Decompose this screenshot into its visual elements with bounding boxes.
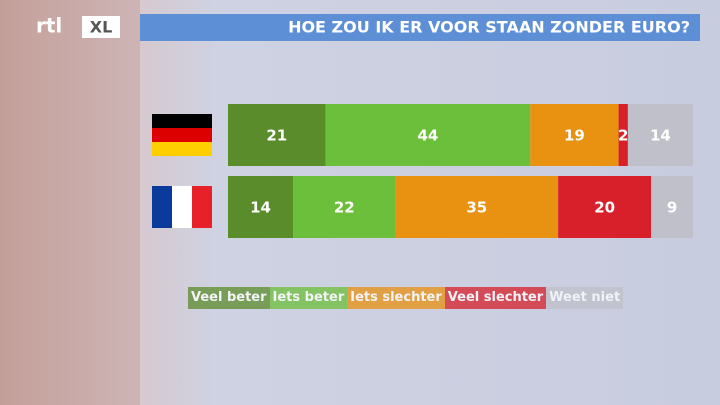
data-label: 14 bbox=[650, 127, 671, 145]
chart-title: HOE ZOU IK ER VOOR STAAN ZONDER EURO? bbox=[288, 18, 690, 37]
data-label: 44 bbox=[418, 127, 439, 145]
legend-entry: Veel slechter bbox=[444, 287, 547, 309]
data-label: 19 bbox=[564, 127, 585, 145]
bar-segment bbox=[325, 104, 531, 166]
bar-segment bbox=[395, 176, 559, 238]
data-label: 20 bbox=[594, 199, 615, 217]
logo-rtl: rtl bbox=[36, 14, 62, 38]
data-label: 14 bbox=[250, 199, 271, 217]
legend-entry: Iets slechter bbox=[347, 287, 445, 309]
legend-entry: Weet niet bbox=[546, 287, 624, 309]
data-label: 21 bbox=[266, 127, 287, 145]
bar-segment bbox=[228, 176, 294, 238]
title-bar bbox=[140, 14, 700, 41]
legend: Veel beter Iets beter Iets slechter Veel sl… bbox=[188, 287, 624, 309]
flag-germany bbox=[152, 114, 212, 156]
logo-box bbox=[82, 16, 120, 38]
data-label: 2 bbox=[618, 127, 628, 145]
data-label: 9 bbox=[667, 199, 677, 217]
bar-segment bbox=[293, 176, 396, 238]
background-image bbox=[0, 0, 140, 405]
flag-france bbox=[152, 186, 212, 228]
bar-segment bbox=[627, 104, 693, 166]
legend-entry: Iets beter bbox=[269, 287, 348, 309]
data-label: 22 bbox=[334, 199, 355, 217]
data-label: 35 bbox=[466, 199, 487, 217]
bar-segment bbox=[530, 104, 619, 166]
bar-segment bbox=[618, 104, 628, 166]
bar-segment bbox=[228, 104, 326, 166]
legend-entry: Veel beter bbox=[188, 287, 270, 309]
logo-xl: XL bbox=[90, 18, 113, 37]
bar-segment bbox=[558, 176, 652, 238]
bar-segment bbox=[651, 176, 693, 238]
